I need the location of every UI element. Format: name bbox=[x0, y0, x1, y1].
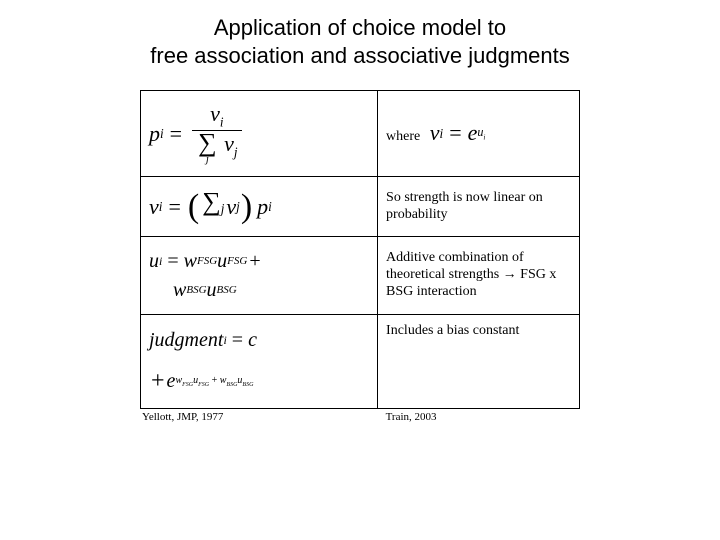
slide-title: Application of choice model to free asso… bbox=[0, 0, 720, 69]
desc-text-3: Additive combination of theoretical stre… bbox=[386, 250, 556, 299]
numerator: vi bbox=[206, 102, 227, 130]
plus-sign: + bbox=[149, 368, 167, 395]
sub-fsg: FSG bbox=[227, 255, 247, 267]
sub-j: j bbox=[234, 145, 238, 160]
sym-judgment: judgment bbox=[149, 329, 223, 352]
sub-i: i bbox=[220, 115, 224, 130]
sym-c: c bbox=[248, 329, 257, 352]
lparen: ( bbox=[187, 195, 200, 219]
sym-v: v bbox=[149, 194, 159, 220]
sub-j-inline: j bbox=[221, 201, 225, 217]
fraction: vi ∑ j vj bbox=[192, 102, 241, 164]
table-row: pi = vi ∑ j vj bbox=[141, 91, 580, 177]
sym-u: u bbox=[217, 250, 227, 273]
sym-v: v bbox=[210, 101, 220, 126]
sub-bsg: BSG bbox=[217, 284, 237, 296]
eq-sign: = bbox=[162, 194, 186, 220]
sub-fsg: FSG bbox=[182, 382, 193, 388]
formula-u-line2: wBSG uBSG bbox=[149, 279, 369, 302]
title-line-1: Application of choice model to bbox=[214, 15, 506, 40]
sigma-glyph: ∑ bbox=[202, 190, 221, 213]
where-label: where bbox=[386, 129, 420, 144]
cell-formula-3: ui = wFSG uFSG + wBSG uBSG bbox=[141, 237, 378, 315]
eq-sign: = bbox=[227, 329, 248, 352]
eq-sign: = bbox=[164, 121, 188, 147]
formula-v: vi = ( ∑ j vj ) pi bbox=[149, 190, 369, 223]
ref-left: Yellott, JMP, 1977 bbox=[140, 411, 378, 423]
sigma: ∑ bbox=[202, 190, 221, 223]
plus-sign: + bbox=[247, 250, 262, 273]
equation-table-wrap: pi = vi ∑ j vj bbox=[140, 90, 580, 423]
title-line-2: free association and associative judgmen… bbox=[150, 43, 569, 68]
cell-desc-1: where v i = eui bbox=[378, 91, 580, 177]
formula-judgment-l1: judgmenti = c bbox=[149, 329, 369, 352]
eq-sign: = bbox=[443, 120, 467, 146]
sub-fsg: FSG bbox=[197, 255, 217, 267]
sym-w: w bbox=[184, 250, 197, 273]
sym-v: v bbox=[224, 131, 234, 156]
table-row: ui = wFSG uFSG + wBSG uBSG Additive comb… bbox=[141, 237, 580, 315]
equation-table: pi = vi ∑ j vj bbox=[140, 90, 580, 409]
table-row: vi = ( ∑ j vj ) pi S bbox=[141, 177, 580, 237]
sigma: ∑ j bbox=[198, 131, 217, 164]
sub-i: i bbox=[268, 199, 272, 215]
formula-judgment-l2: + ewFSGuFSG + wBSGuBSG bbox=[149, 368, 369, 395]
cell-desc-3: Additive combination of theoretical stre… bbox=[378, 237, 580, 315]
sym-v: v bbox=[226, 194, 236, 220]
slide: Application of choice model to free asso… bbox=[0, 0, 720, 540]
formula-p: pi = vi ∑ j vj bbox=[149, 102, 369, 164]
sym-e: e bbox=[167, 370, 176, 393]
formula-u: ui = wFSG uFSG + bbox=[149, 250, 369, 273]
sym-u: u bbox=[149, 250, 159, 273]
sub-i: i bbox=[483, 133, 485, 141]
formula-v-eu: v i = eui bbox=[430, 120, 486, 146]
sym-p: p bbox=[149, 121, 160, 147]
sym-w: w bbox=[173, 279, 186, 302]
exp-combo: wFSGuFSG + wBSGuBSG bbox=[175, 375, 253, 388]
exp-ui: ui bbox=[477, 125, 485, 142]
sym-v: v bbox=[430, 120, 440, 146]
sym-e: e bbox=[468, 120, 478, 146]
references-row: Yellott, JMP, 1977 Train, 2003 bbox=[140, 411, 580, 423]
cell-formula-2: vi = ( ∑ j vj ) pi bbox=[141, 177, 378, 237]
sub-bsg: BSG bbox=[242, 382, 253, 388]
eq-sign: = bbox=[162, 250, 183, 273]
desc-text-2: So strength is now linear on probability bbox=[386, 190, 543, 222]
sigma-lower: j bbox=[206, 155, 209, 165]
table-row: judgmenti = c + ewFSGuFSG + wBSGuBSG Inc… bbox=[141, 315, 580, 409]
sym-u: u bbox=[207, 279, 217, 302]
sym-p: p bbox=[257, 194, 268, 220]
sigma-lower bbox=[210, 213, 213, 223]
ref-right: Train, 2003 bbox=[378, 411, 580, 423]
denominator: ∑ j vj bbox=[192, 131, 241, 164]
cell-desc-2: So strength is now linear on probability bbox=[378, 177, 580, 237]
plus-sign: + bbox=[209, 375, 220, 386]
sub-bsg: BSG bbox=[186, 284, 206, 296]
cell-desc-4: Includes a bias constant bbox=[378, 315, 580, 409]
cell-formula-1: pi = vi ∑ j vj bbox=[141, 91, 378, 177]
cell-formula-4: judgmenti = c + ewFSGuFSG + wBSGuBSG bbox=[141, 315, 378, 409]
desc-text-4: Includes a bias constant bbox=[386, 323, 519, 338]
rparen: ) bbox=[240, 195, 253, 219]
sub-bsg: BSG bbox=[226, 382, 237, 388]
sub-fsg: FSG bbox=[198, 382, 209, 388]
sigma-glyph: ∑ bbox=[198, 131, 217, 154]
